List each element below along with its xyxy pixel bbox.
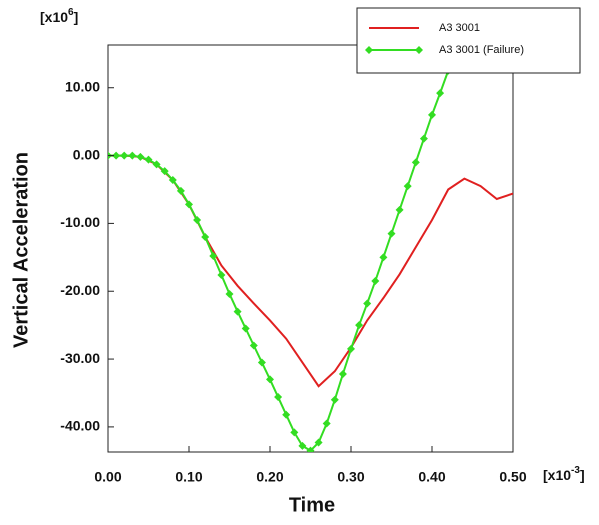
point-marker <box>436 89 445 98</box>
legend-marker <box>365 46 373 54</box>
legend-box <box>356 7 581 74</box>
x-tick-label: 0.50 <box>499 469 526 485</box>
x-multiplier: [x10-3] <box>543 465 585 483</box>
legend-marker <box>415 46 423 54</box>
point-marker <box>387 229 396 238</box>
point-marker <box>266 375 274 384</box>
point-marker <box>128 151 137 160</box>
y-tick-label: -30.00 <box>60 350 100 366</box>
series-line <box>108 154 513 388</box>
x-axis-title: Time <box>289 494 335 516</box>
point-marker <box>306 446 315 452</box>
x-tick-label: 0.20 <box>256 469 283 485</box>
y-tick-label: -10.00 <box>60 214 100 230</box>
x-tick-label: 0.40 <box>418 469 445 485</box>
point-marker <box>403 182 412 191</box>
y-tick-label: 0.00 <box>73 146 100 162</box>
point-marker <box>290 428 299 437</box>
point-marker <box>168 175 177 184</box>
point-marker <box>282 410 291 419</box>
point-marker <box>355 321 364 330</box>
point-marker <box>298 441 307 450</box>
x-tick-label: 0.10 <box>175 469 202 485</box>
point-marker <box>201 232 210 241</box>
point-marker <box>176 186 185 195</box>
point-marker <box>193 216 202 225</box>
point-marker <box>314 438 323 447</box>
y-tick-label: -20.00 <box>60 282 100 298</box>
point-marker <box>274 393 283 402</box>
point-marker <box>411 158 420 167</box>
y-multiplier-exp: 6 <box>68 7 74 18</box>
point-marker <box>185 200 193 209</box>
point-marker <box>347 344 355 353</box>
y-multiplier-close: ] <box>74 9 79 25</box>
point-marker <box>225 289 234 298</box>
y-tick-label: -40.00 <box>60 418 100 434</box>
point-marker <box>371 277 380 286</box>
plot-area <box>108 45 513 452</box>
point-marker <box>257 358 266 367</box>
point-marker <box>160 167 169 176</box>
point-marker <box>249 341 258 350</box>
point-marker <box>330 395 339 404</box>
point-marker <box>217 270 226 279</box>
y-multiplier: [x106] <box>40 7 78 25</box>
point-marker <box>395 205 404 214</box>
legend: A3 3001 A3 3001 (Failure) <box>356 7 581 74</box>
x-tick-label: 0.30 <box>337 469 364 485</box>
point-marker <box>144 155 153 164</box>
point-marker <box>419 134 428 143</box>
point-marker <box>338 369 347 378</box>
legend-label: A3 3001 <box>439 22 480 34</box>
x-multiplier-exp: -3 <box>571 465 580 476</box>
point-marker <box>120 151 129 160</box>
series-line <box>108 48 458 452</box>
point-marker <box>233 307 242 316</box>
legend-label: A3 3001 (Failure) <box>439 44 524 56</box>
plot-frame <box>107 44 514 453</box>
point-marker <box>209 251 218 260</box>
point-marker <box>136 152 145 161</box>
point-marker <box>112 151 121 160</box>
y-multiplier-base: [x10 <box>40 9 68 25</box>
point-marker <box>152 160 161 169</box>
y-tick-label: 10.00 <box>65 78 100 94</box>
point-marker <box>428 110 436 119</box>
x-multiplier-base: [x10 <box>543 467 571 483</box>
point-marker <box>241 324 250 333</box>
point-marker <box>379 253 388 262</box>
y-axis-title: Vertical Acceleration <box>10 152 32 348</box>
point-marker <box>363 299 372 308</box>
x-tick-label: 0.00 <box>94 469 121 485</box>
point-marker <box>322 419 331 428</box>
x-multiplier-close: ] <box>580 467 585 483</box>
